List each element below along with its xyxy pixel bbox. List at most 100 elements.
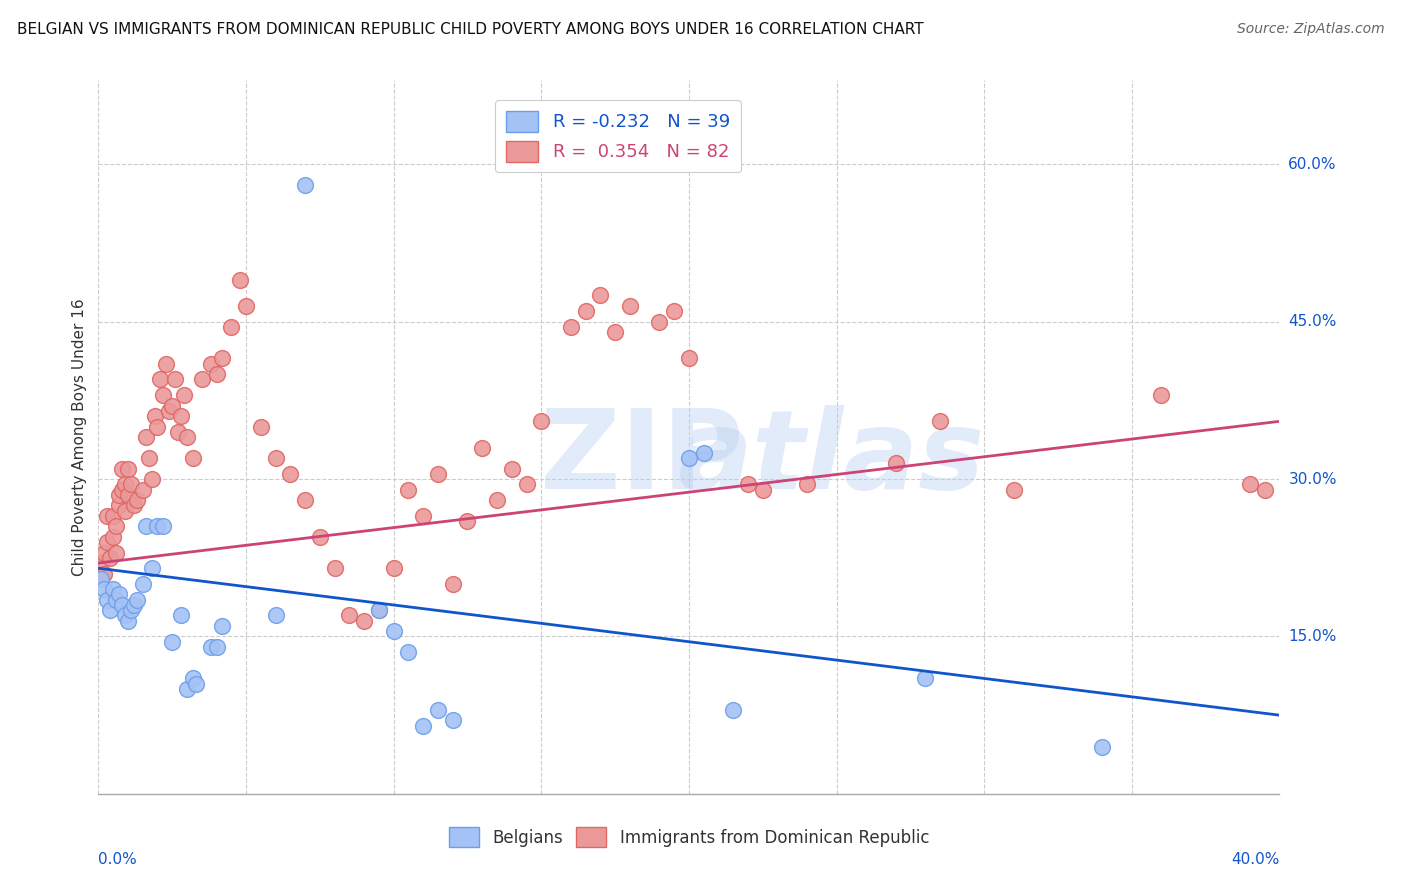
Point bbox=[723, 703, 745, 717]
Point bbox=[90, 572, 112, 586]
Point bbox=[170, 608, 193, 623]
Point bbox=[181, 672, 204, 686]
Point bbox=[111, 483, 134, 497]
Point bbox=[167, 425, 190, 439]
Point bbox=[176, 681, 198, 696]
Point bbox=[235, 299, 257, 313]
Text: 45.0%: 45.0% bbox=[1288, 314, 1337, 329]
Point bbox=[98, 603, 121, 617]
Point bbox=[280, 467, 302, 481]
Point bbox=[664, 304, 686, 318]
Point bbox=[93, 545, 115, 559]
Point bbox=[125, 493, 148, 508]
Point bbox=[90, 556, 112, 570]
Point bbox=[138, 451, 160, 466]
Point bbox=[152, 388, 174, 402]
Point bbox=[884, 456, 907, 470]
Point bbox=[221, 319, 243, 334]
Point bbox=[200, 640, 222, 654]
Point bbox=[294, 493, 316, 508]
Point bbox=[96, 508, 118, 523]
Point bbox=[149, 372, 172, 386]
Point bbox=[176, 430, 198, 444]
Point bbox=[122, 498, 145, 512]
Point bbox=[309, 530, 332, 544]
Point bbox=[108, 488, 131, 502]
Point bbox=[575, 304, 598, 318]
Point bbox=[382, 624, 405, 639]
Point bbox=[211, 619, 233, 633]
Text: 60.0%: 60.0% bbox=[1288, 157, 1337, 172]
Point bbox=[120, 603, 142, 617]
Point bbox=[103, 508, 125, 523]
Point bbox=[135, 430, 157, 444]
Point bbox=[170, 409, 193, 423]
Point bbox=[648, 315, 671, 329]
Point bbox=[412, 719, 434, 733]
Point bbox=[323, 561, 346, 575]
Point bbox=[114, 503, 136, 517]
Point bbox=[93, 566, 115, 581]
Point bbox=[382, 561, 405, 575]
Point bbox=[146, 419, 169, 434]
Point bbox=[165, 372, 187, 386]
Point bbox=[929, 414, 952, 428]
Point bbox=[141, 472, 163, 486]
Point bbox=[471, 441, 494, 455]
Point bbox=[1002, 483, 1025, 497]
Point bbox=[229, 273, 252, 287]
Point bbox=[184, 676, 207, 690]
Point bbox=[1239, 477, 1261, 491]
Point bbox=[117, 461, 139, 475]
Point bbox=[353, 614, 375, 628]
Point bbox=[605, 325, 627, 339]
Point bbox=[530, 414, 553, 428]
Point bbox=[111, 461, 134, 475]
Point bbox=[516, 477, 538, 491]
Point bbox=[111, 598, 134, 612]
Point bbox=[105, 519, 128, 533]
Point bbox=[162, 634, 183, 648]
Point bbox=[114, 477, 136, 491]
Text: atlas: atlas bbox=[676, 405, 984, 512]
Point bbox=[589, 288, 612, 302]
Point bbox=[96, 592, 118, 607]
Point bbox=[125, 592, 148, 607]
Text: Source: ZipAtlas.com: Source: ZipAtlas.com bbox=[1237, 22, 1385, 37]
Point bbox=[368, 603, 391, 617]
Point bbox=[200, 357, 222, 371]
Point bbox=[796, 477, 818, 491]
Point bbox=[1150, 388, 1173, 402]
Point bbox=[398, 483, 420, 497]
Point bbox=[132, 577, 155, 591]
Point bbox=[120, 477, 142, 491]
Text: 0.0%: 0.0% bbox=[98, 852, 138, 867]
Point bbox=[191, 372, 214, 386]
Point bbox=[105, 545, 128, 559]
Point bbox=[146, 519, 169, 533]
Point bbox=[117, 614, 139, 628]
Point bbox=[441, 577, 464, 591]
Point bbox=[264, 451, 287, 466]
Point bbox=[250, 419, 273, 434]
Point bbox=[486, 493, 509, 508]
Point bbox=[441, 714, 464, 728]
Point bbox=[752, 483, 775, 497]
Point bbox=[105, 592, 128, 607]
Point bbox=[457, 514, 479, 528]
Point bbox=[501, 461, 523, 475]
Text: 30.0%: 30.0% bbox=[1288, 472, 1337, 486]
Point bbox=[412, 508, 434, 523]
Point bbox=[294, 178, 316, 193]
Point bbox=[173, 388, 195, 402]
Point bbox=[135, 519, 157, 533]
Point bbox=[678, 451, 700, 466]
Point bbox=[103, 530, 125, 544]
Point bbox=[693, 446, 716, 460]
Point bbox=[339, 608, 361, 623]
Point bbox=[157, 404, 180, 418]
Point bbox=[152, 519, 174, 533]
Point bbox=[398, 645, 420, 659]
Point bbox=[914, 672, 936, 686]
Point bbox=[737, 477, 759, 491]
